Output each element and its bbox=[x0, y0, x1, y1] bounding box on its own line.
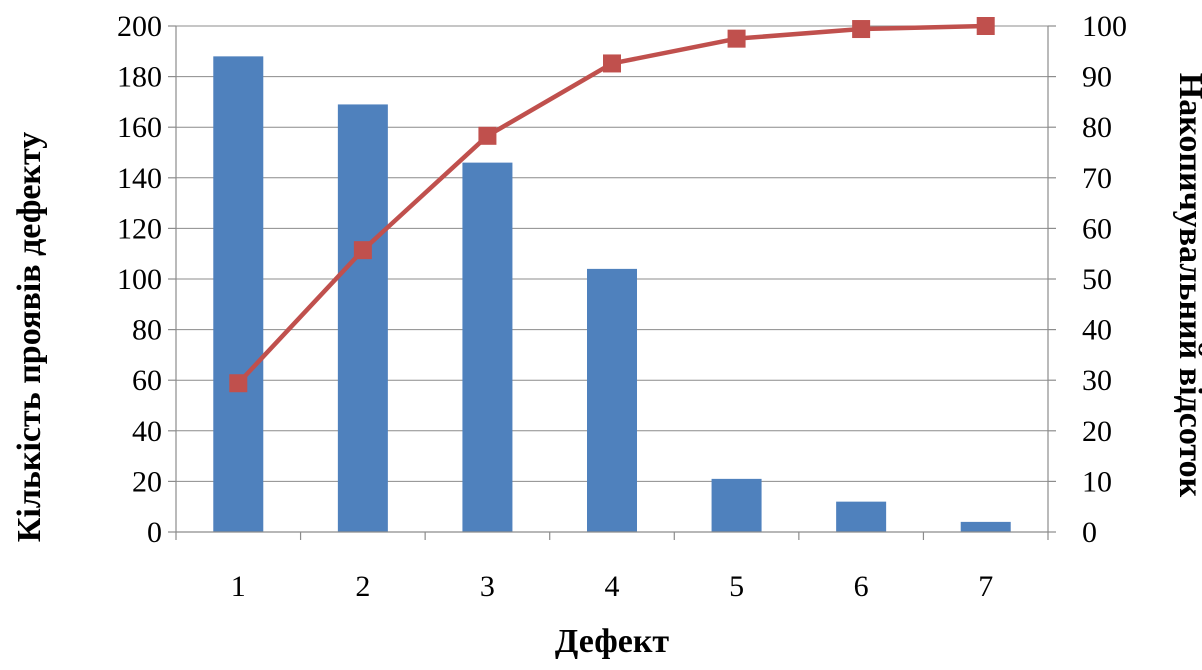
y-tick-label: 200 bbox=[117, 10, 162, 43]
cumulative-marker-4 bbox=[603, 54, 621, 73]
x-tick-label: 1 bbox=[231, 570, 246, 603]
x-axis-title: Дефект bbox=[555, 623, 670, 660]
y2-axis-title: Накопичувальний відсоток bbox=[1172, 73, 1202, 498]
cumulative-marker-2 bbox=[353, 241, 372, 260]
x-tick-label: 5 bbox=[729, 570, 744, 603]
y-tick-label: 180 bbox=[117, 61, 162, 94]
y2-tick-label: 70 bbox=[1082, 162, 1112, 195]
axes bbox=[168, 25, 1056, 540]
y-tick-label: 40 bbox=[132, 415, 162, 448]
y2-tick-label: 50 bbox=[1082, 263, 1112, 296]
x-tick-label: 3 bbox=[480, 570, 495, 603]
y-tick-label: 140 bbox=[117, 162, 162, 195]
cumulative-line-series bbox=[229, 17, 995, 393]
y2-tick-label: 30 bbox=[1082, 364, 1112, 397]
y-tick-label: 160 bbox=[117, 111, 162, 144]
bar-series bbox=[213, 56, 1011, 533]
y2-tick-label: 10 bbox=[1082, 465, 1112, 498]
y2-tick-label: 20 bbox=[1082, 415, 1112, 448]
y2-tick-label: 100 bbox=[1082, 10, 1127, 43]
bar-defect-4 bbox=[587, 268, 637, 532]
bar-defect-7 bbox=[960, 521, 1011, 532]
cumulative-marker-5 bbox=[727, 29, 746, 48]
bar-defect-2 bbox=[337, 104, 388, 533]
bar-defect-1 bbox=[213, 56, 264, 533]
y-tick-label: 80 bbox=[132, 314, 162, 347]
x-tick-label: 7 bbox=[978, 570, 993, 603]
y2-tick-label: 60 bbox=[1082, 212, 1112, 245]
y2-tick-label: 90 bbox=[1082, 61, 1112, 94]
y2-tick-label: 0 bbox=[1082, 516, 1097, 549]
x-tick-label: 4 bbox=[605, 570, 620, 603]
y-tick-label: 100 bbox=[117, 263, 162, 296]
y-axis-title: Кількість проявів дефекту bbox=[11, 132, 48, 543]
y2-tick-label: 40 bbox=[1082, 314, 1112, 347]
tick-labels: 0204060801001201401601802000102030405060… bbox=[117, 10, 1127, 603]
cumulative-marker-1 bbox=[229, 374, 248, 393]
y-tick-label: 0 bbox=[147, 516, 162, 549]
y-tick-label: 20 bbox=[132, 465, 162, 498]
bar-defect-5 bbox=[711, 478, 762, 532]
y-tick-label: 60 bbox=[132, 364, 162, 397]
y-tick-label: 120 bbox=[117, 212, 162, 245]
x-tick-label: 6 bbox=[854, 570, 869, 603]
cumulative-marker-3 bbox=[478, 126, 497, 145]
cumulative-marker-7 bbox=[976, 17, 995, 35]
y2-tick-label: 80 bbox=[1082, 111, 1112, 144]
bar-defect-3 bbox=[462, 162, 513, 532]
x-tick-label: 2 bbox=[355, 570, 370, 603]
bar-defect-6 bbox=[836, 501, 887, 532]
cumulative-marker-6 bbox=[852, 20, 871, 39]
